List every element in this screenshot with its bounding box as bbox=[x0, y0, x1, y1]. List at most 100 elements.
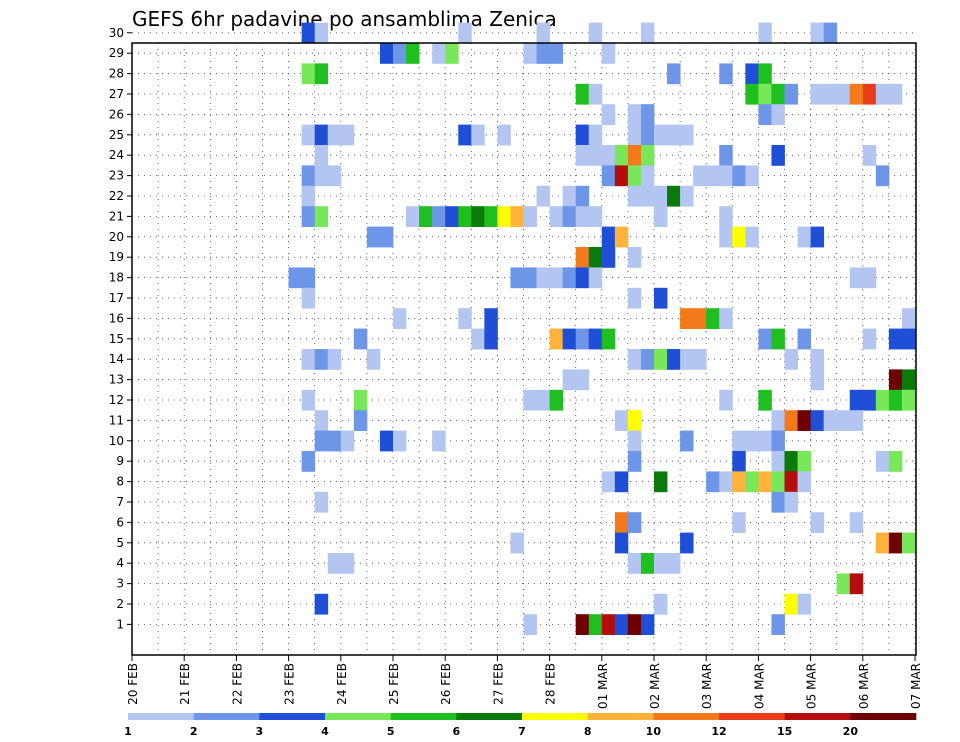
heatmap-cell bbox=[849, 267, 864, 289]
heatmap-cell bbox=[745, 83, 759, 105]
heatmap-cell bbox=[562, 369, 577, 391]
heatmap-cell bbox=[719, 165, 733, 187]
heatmap-cell bbox=[810, 369, 825, 391]
y-tick-label: 3 bbox=[116, 577, 124, 591]
x-tick-label: 23 FEB bbox=[283, 663, 297, 705]
heatmap-cell bbox=[314, 145, 329, 166]
heatmap-cell bbox=[745, 430, 759, 452]
heatmap-cell bbox=[601, 104, 616, 125]
heatmap-cell bbox=[810, 349, 825, 370]
heatmap-cell bbox=[314, 22, 329, 44]
heatmap-cell bbox=[327, 165, 342, 187]
y-tick-label: 24 bbox=[109, 148, 124, 162]
heatmap-cell bbox=[823, 22, 838, 44]
y-tick-label: 7 bbox=[116, 495, 124, 509]
heatmap-cell bbox=[458, 22, 472, 44]
heatmap-cell bbox=[536, 267, 550, 289]
heatmap-cell bbox=[719, 145, 733, 166]
heatmap-cell bbox=[758, 22, 772, 44]
heatmap-cell bbox=[810, 22, 825, 44]
heatmap-cell bbox=[667, 553, 681, 574]
heatmap-cell bbox=[627, 553, 642, 574]
heatmap-cell bbox=[784, 593, 798, 615]
heatmap-cell bbox=[771, 410, 785, 431]
heatmap-cell bbox=[627, 349, 642, 370]
heatmap-cell bbox=[680, 308, 694, 329]
heatmap-cell bbox=[497, 206, 511, 227]
x-tick-label: 04 MAR bbox=[752, 663, 766, 709]
heatmap-cell bbox=[458, 206, 472, 227]
heatmap-cell bbox=[706, 471, 720, 493]
y-tick-label: 29 bbox=[109, 46, 124, 60]
heatmap-cell bbox=[888, 83, 903, 105]
heatmap-cell bbox=[719, 63, 733, 85]
heatmap-cell bbox=[393, 43, 407, 64]
heatmap-cell bbox=[732, 451, 746, 472]
heatmap-cell bbox=[340, 430, 355, 452]
heatmap-cell bbox=[901, 328, 916, 350]
heatmap-cell bbox=[875, 532, 890, 554]
heatmap-cell bbox=[667, 185, 681, 207]
y-tick-label: 16 bbox=[109, 311, 124, 325]
heatmap-cell bbox=[340, 124, 355, 146]
heatmap-cell bbox=[614, 145, 629, 166]
heatmap-cell bbox=[771, 328, 785, 350]
heatmap-cell bbox=[588, 124, 603, 146]
heatmap-cell bbox=[771, 614, 785, 635]
heatmap-cell bbox=[562, 328, 577, 350]
heatmap-cell bbox=[784, 83, 798, 105]
heatmap-cell bbox=[471, 124, 485, 146]
legend-swatch bbox=[653, 713, 720, 720]
legend-label: 12 bbox=[711, 725, 726, 738]
heatmap-cell bbox=[627, 104, 642, 125]
heatmap-cell bbox=[836, 573, 851, 595]
heatmap-cell bbox=[301, 165, 316, 187]
y-tick-label: 14 bbox=[109, 352, 124, 366]
heatmap-cell bbox=[719, 471, 733, 493]
heatmap-cell bbox=[862, 389, 877, 411]
y-tick-label: 23 bbox=[109, 169, 124, 183]
heatmap-cell bbox=[575, 206, 590, 227]
heatmap-cell bbox=[314, 430, 329, 452]
heatmap-cell bbox=[588, 614, 603, 635]
heatmap-cell bbox=[575, 247, 590, 268]
heatmap-cell bbox=[406, 43, 420, 64]
color-legend: 1 2 3 4 5 6 7 8 10 12 15 20 bbox=[124, 713, 917, 738]
heatmap-cell bbox=[901, 308, 916, 329]
heatmap-cell bbox=[654, 349, 668, 370]
x-tick-label: 07 MAR bbox=[909, 663, 923, 709]
heatmap-cell bbox=[784, 471, 798, 493]
heatmap-cell bbox=[406, 206, 420, 227]
heatmap-cell bbox=[771, 104, 785, 125]
x-tick-label: 26 FEB bbox=[439, 663, 453, 705]
heatmap-cell bbox=[627, 287, 642, 309]
heatmap-cell bbox=[588, 22, 603, 44]
heatmap-cell bbox=[301, 267, 316, 289]
legend-swatch bbox=[325, 713, 391, 720]
heatmap-cell bbox=[327, 430, 342, 452]
heatmap-cell bbox=[314, 491, 329, 513]
y-tick-label: 5 bbox=[116, 536, 124, 550]
heatmap-cell bbox=[797, 471, 811, 493]
heatmap-cell bbox=[445, 206, 459, 227]
legend-label: 5 bbox=[387, 725, 395, 738]
heatmap-cell bbox=[601, 165, 616, 187]
heatmap-cell bbox=[288, 267, 303, 289]
heatmap-cell bbox=[510, 532, 524, 554]
heatmap-cell bbox=[745, 471, 759, 493]
heatmap-cell bbox=[745, 165, 759, 187]
heatmap-cell bbox=[327, 553, 342, 574]
heatmap-cell bbox=[301, 389, 316, 411]
heatmap-cell bbox=[680, 532, 694, 554]
heatmap-cell bbox=[706, 165, 720, 187]
heatmap-cell bbox=[614, 410, 629, 431]
heatmap-cell bbox=[458, 308, 472, 329]
y-tick-label: 20 bbox=[109, 230, 124, 244]
heatmap-cell bbox=[862, 83, 877, 105]
heatmap-cell bbox=[771, 491, 785, 513]
x-tick-label: 25 FEB bbox=[387, 663, 401, 705]
heatmap-cell bbox=[784, 451, 798, 472]
heatmap-cell bbox=[797, 226, 811, 248]
heatmap-cell bbox=[588, 328, 603, 350]
heatmap-cell bbox=[614, 471, 629, 493]
